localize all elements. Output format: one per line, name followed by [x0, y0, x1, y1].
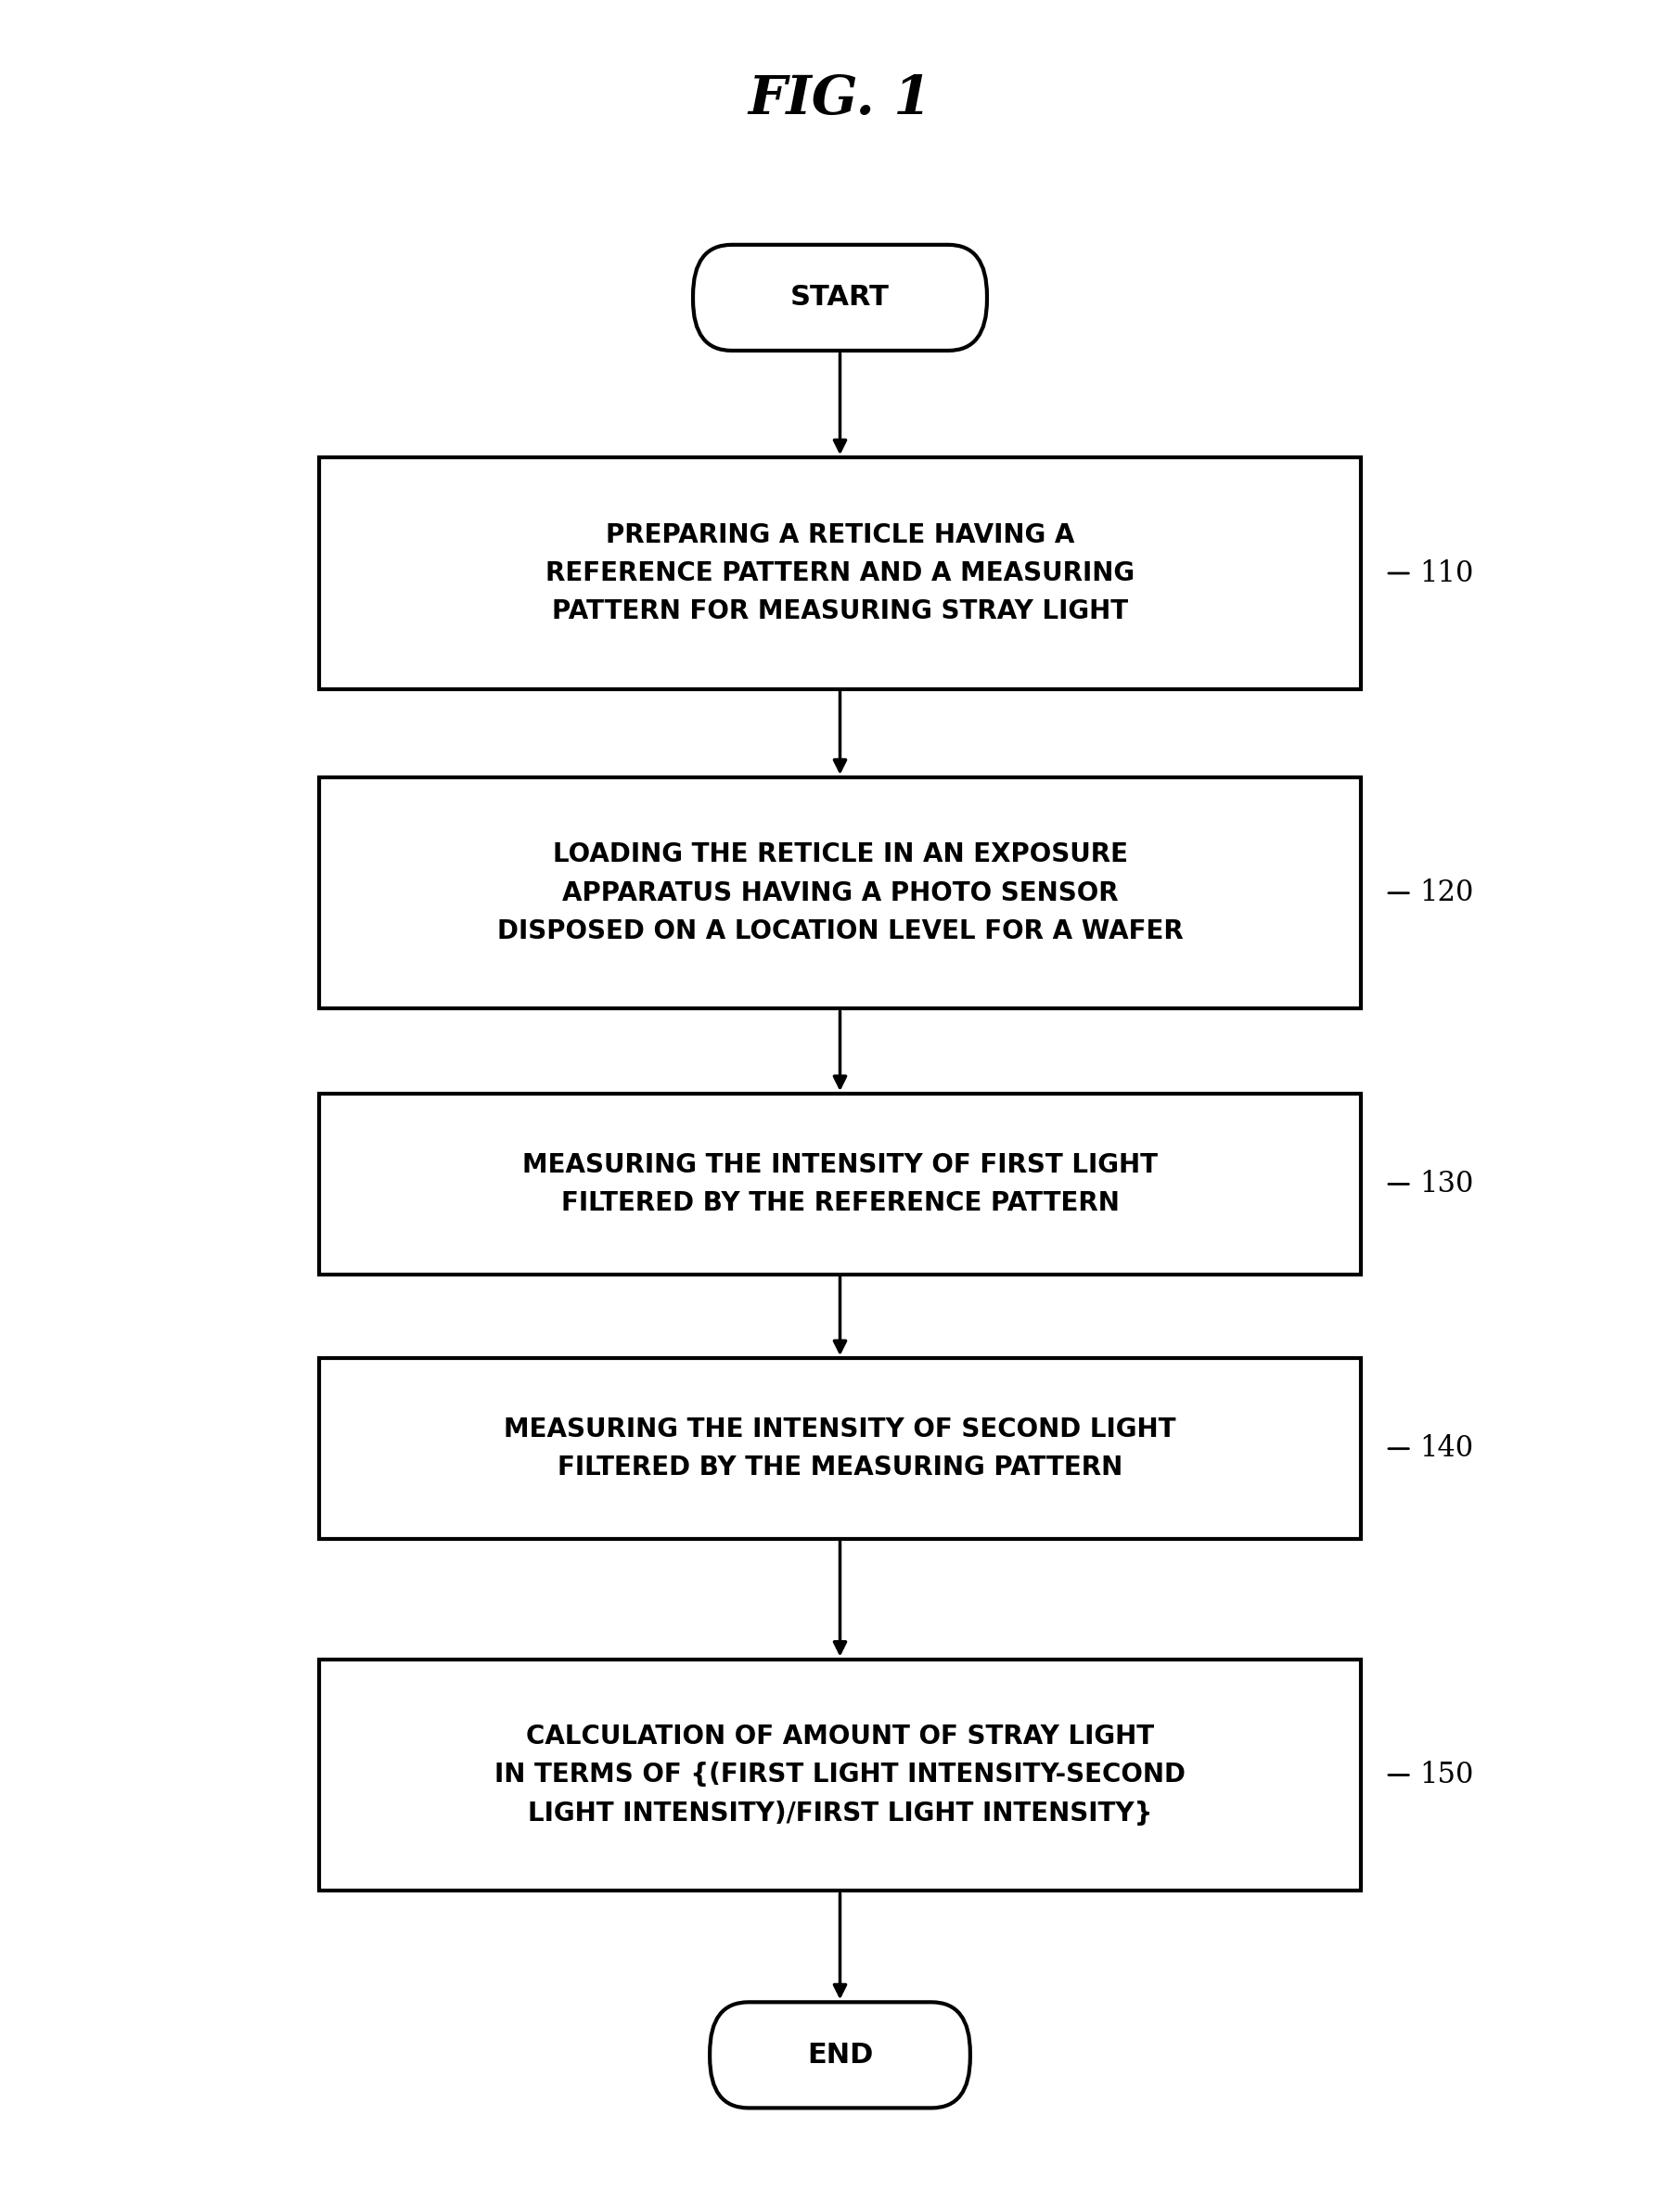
Text: 110: 110	[1420, 558, 1473, 589]
Text: LOADING THE RETICLE IN AN EXPOSURE
APPARATUS HAVING A PHOTO SENSOR
DISPOSED ON A: LOADING THE RETICLE IN AN EXPOSURE APPAR…	[497, 842, 1183, 944]
Bar	[319, 1094, 1361, 1274]
Text: END: END	[806, 2042, 874, 2068]
Text: 130: 130	[1420, 1169, 1473, 1200]
Text: FIG. 1: FIG. 1	[748, 73, 932, 126]
FancyBboxPatch shape	[692, 245, 988, 351]
Bar	[319, 1658, 1361, 1890]
Text: PREPARING A RETICLE HAVING A
REFERENCE PATTERN AND A MEASURING
PATTERN FOR MEASU: PREPARING A RETICLE HAVING A REFERENCE P…	[546, 523, 1134, 624]
Text: MEASURING THE INTENSITY OF FIRST LIGHT
FILTERED BY THE REFERENCE PATTERN: MEASURING THE INTENSITY OF FIRST LIGHT F…	[522, 1151, 1158, 1217]
Bar	[319, 776, 1361, 1010]
Text: 140: 140	[1420, 1433, 1473, 1464]
Text: MEASURING THE INTENSITY OF SECOND LIGHT
FILTERED BY THE MEASURING PATTERN: MEASURING THE INTENSITY OF SECOND LIGHT …	[504, 1416, 1176, 1482]
Text: 150: 150	[1420, 1760, 1473, 1790]
FancyBboxPatch shape	[709, 2002, 971, 2108]
Bar	[319, 1358, 1361, 1539]
Bar	[319, 456, 1361, 688]
Text: START: START	[790, 284, 890, 311]
Text: 120: 120	[1420, 878, 1473, 908]
Text: CALCULATION OF AMOUNT OF STRAY LIGHT
IN TERMS OF {(FIRST LIGHT INTENSITY-SECOND
: CALCULATION OF AMOUNT OF STRAY LIGHT IN …	[494, 1724, 1186, 1826]
